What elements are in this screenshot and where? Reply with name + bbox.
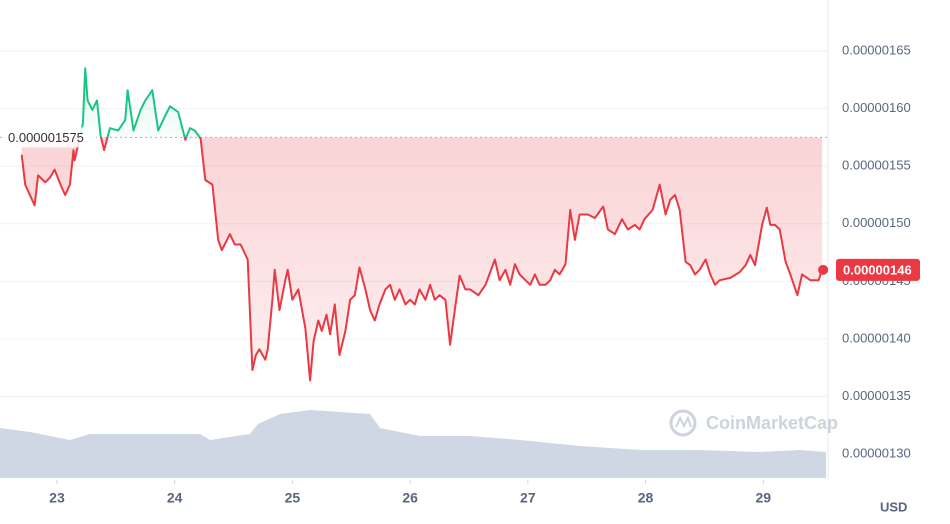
watermark: CoinMarketCap <box>669 409 838 437</box>
area-fill <box>21 68 823 381</box>
x-tick-label: 27 <box>520 490 536 506</box>
y-tick-label: 0.00000135 <box>842 388 911 403</box>
x-tick-label: 28 <box>638 490 654 506</box>
y-tick-label: 0.00000160 <box>842 100 911 115</box>
reference-label-bg <box>4 127 96 148</box>
x-tick-label: 29 <box>755 490 771 506</box>
current-dot <box>818 264 829 275</box>
reference-label: 0.000001575 <box>8 130 84 145</box>
volume-bars <box>0 410 826 478</box>
y-tick-label: 0.00000130 <box>842 446 911 461</box>
x-tick-label: 25 <box>285 490 301 506</box>
watermark-text: CoinMarketCap <box>706 413 838 433</box>
x-tick-label: 23 <box>49 490 65 506</box>
y-tick-label: 0.00000165 <box>842 42 911 57</box>
y-tick-label: 0.00000150 <box>842 215 911 230</box>
x-tick-label: 26 <box>402 490 418 506</box>
y-tick-label: 0.00000155 <box>842 158 911 173</box>
current-price-box <box>836 258 920 281</box>
current-price-label: 0.00000146 <box>843 262 912 277</box>
price-line <box>20 67 824 382</box>
currency-label: USD <box>880 499 907 514</box>
y-tick-label: 0.00000140 <box>842 330 911 345</box>
x-tick-label: 24 <box>167 490 183 506</box>
